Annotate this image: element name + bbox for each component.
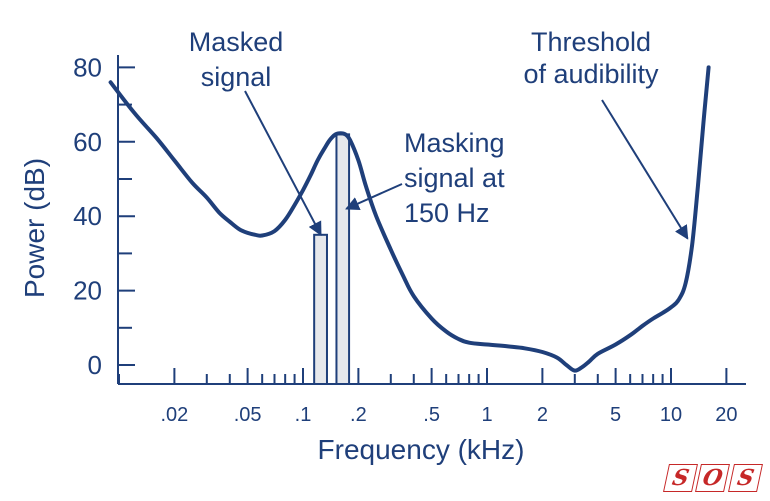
- sos-logo-letter-2: O: [695, 464, 731, 492]
- masking-signal-bar: [335, 133, 351, 385]
- threshold-arrow: [601, 99, 689, 240]
- masking-annotation-line: signal at: [404, 163, 505, 193]
- y-tick-label: 20: [73, 276, 102, 306]
- x-tick-label: .2: [350, 404, 367, 426]
- x-axis-label: Frequency (kHz): [318, 434, 525, 465]
- x-tick-label: .02: [160, 404, 188, 426]
- sos-logo: S O S: [663, 464, 763, 492]
- masking-annotation-line: 150 Hz: [404, 198, 490, 228]
- masking-arrow: [345, 183, 403, 211]
- y-tick-label: 60: [73, 127, 102, 157]
- threshold-annotation-line: of audibility: [523, 59, 659, 89]
- masking-annotation: Masking signal at 150 Hz: [404, 128, 505, 228]
- y-tick-label: 40: [73, 201, 102, 231]
- masked-annotation-line: signal: [201, 62, 272, 92]
- sos-logo-letter-1: S: [663, 464, 699, 492]
- x-tick-label: .5: [423, 404, 440, 426]
- y-tick-label: 80: [73, 52, 102, 82]
- threshold-annotation-line: Threshold: [531, 27, 651, 57]
- masked-annotation: Masked signal: [189, 27, 284, 92]
- x-tick-label: 2: [537, 404, 548, 426]
- x-tick-label: 10: [660, 404, 682, 426]
- y-tick-label: 0: [88, 350, 102, 380]
- masked-arrow: [244, 90, 322, 237]
- masked-signal-bar: [313, 233, 328, 385]
- masking-annotation-line: Masking: [404, 128, 505, 158]
- x-tick-label: .05: [234, 404, 262, 426]
- sos-logo-letter-3: S: [727, 464, 763, 492]
- x-tick-label: 1: [481, 404, 492, 426]
- x-tick-label: .1: [295, 404, 312, 426]
- threshold-curve: [108, 65, 711, 373]
- masked-annotation-line: Masked: [189, 27, 284, 57]
- y-axis-label: Power (dB): [19, 158, 50, 298]
- threshold-annotation: Threshold of audibility: [523, 27, 659, 89]
- x-tick-label: 5: [610, 404, 621, 426]
- x-tick-label: 20: [715, 404, 737, 426]
